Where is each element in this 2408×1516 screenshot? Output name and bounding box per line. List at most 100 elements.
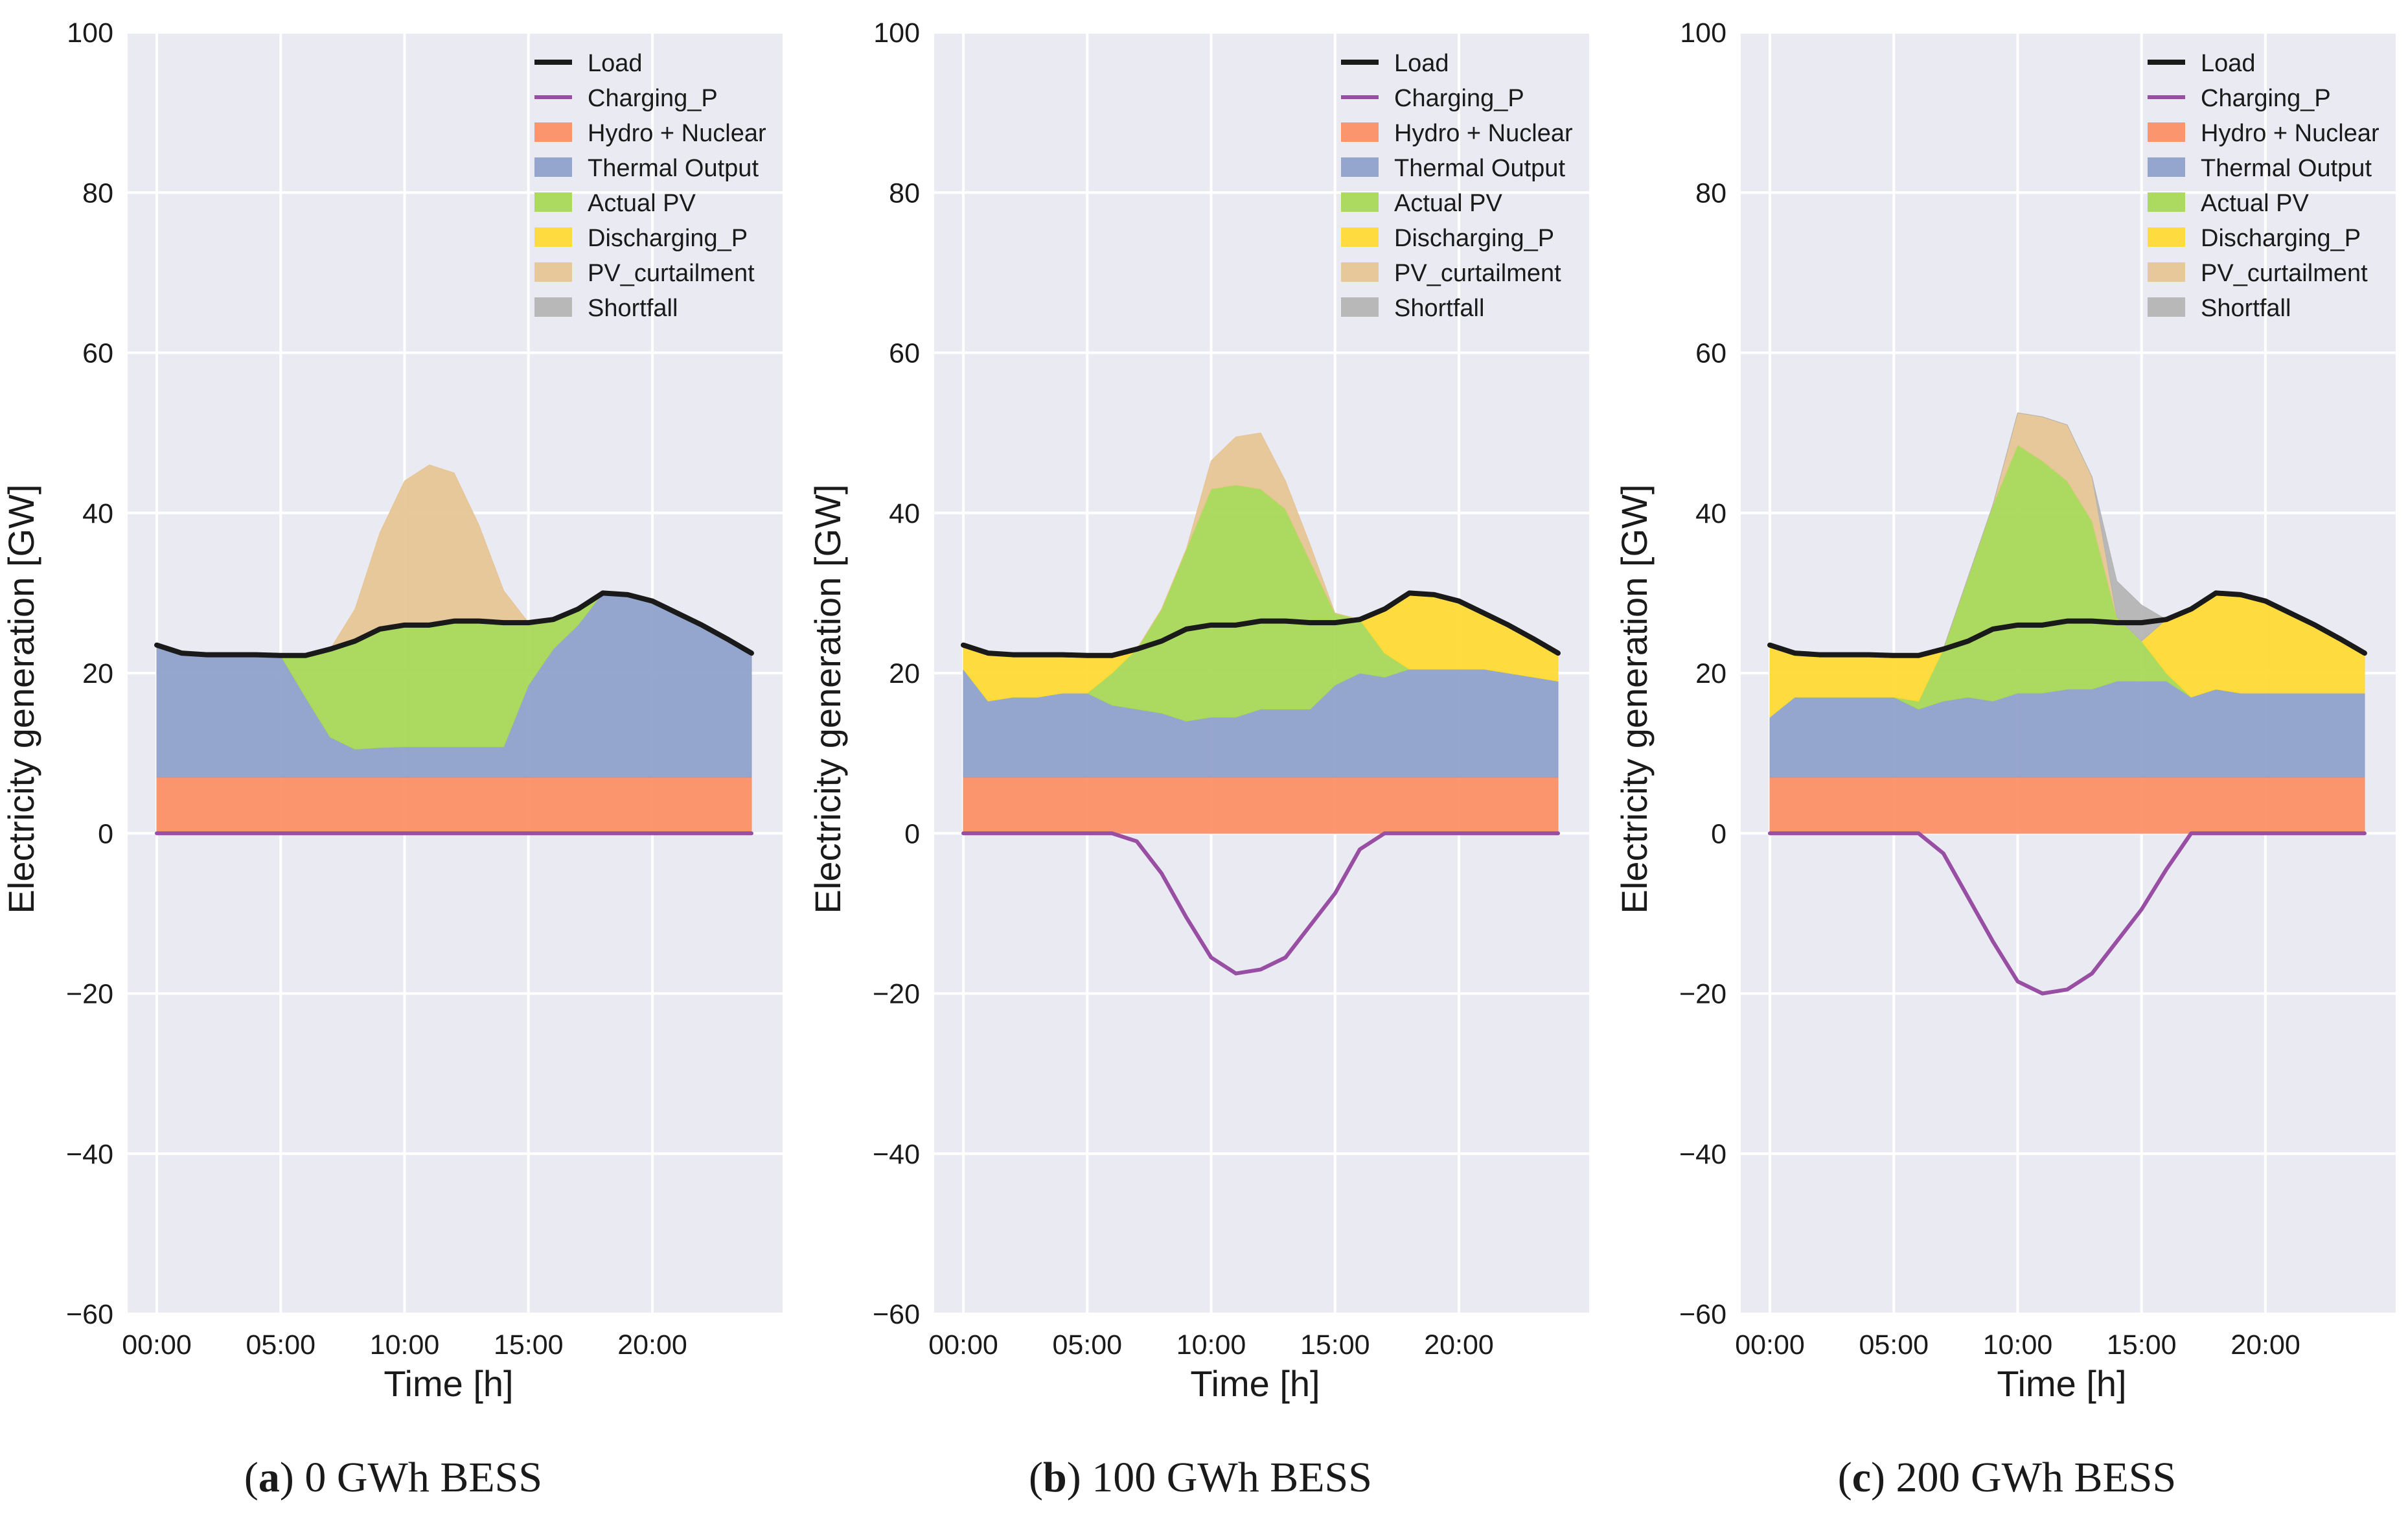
x-tick-label: 00:00: [122, 1329, 192, 1361]
y-tick-label: −40: [66, 1139, 113, 1170]
y-tick-label: 60: [1695, 338, 1726, 369]
legend-swatch: [2148, 297, 2185, 317]
chart-panel-b: −60 −40 −20 0 20 40 60 80 100 00:00 05:00 10:00 15:0…: [807, 17, 1589, 1501]
caption-paren-open: (: [1029, 1454, 1043, 1501]
legend-entry: Discharging_P: [2201, 225, 2361, 252]
caption-text: 0 GWh BESS: [304, 1454, 542, 1501]
legend-swatch: [1341, 157, 1379, 177]
y-tick-label: −60: [873, 1299, 920, 1330]
caption-paren-open: (: [1838, 1454, 1852, 1501]
x-tick-label: 05:00: [1052, 1329, 1122, 1361]
area-hydro-nuclear: [156, 777, 752, 834]
y-tick-label: 0: [98, 818, 113, 849]
y-tick-label: 80: [1695, 178, 1726, 209]
legend-entry: Charging_P: [1394, 85, 1524, 112]
y-tick-label: −60: [66, 1299, 113, 1330]
legend-swatch: [2148, 192, 2185, 212]
y-tick-label: −60: [1679, 1299, 1726, 1330]
legend-swatch: [534, 262, 572, 282]
y-tick-label: 20: [82, 658, 113, 689]
legend-entry: Load: [1394, 50, 1449, 77]
caption-label: a: [258, 1454, 280, 1501]
x-tick-label: 20:00: [2230, 1329, 2300, 1361]
caption-label: b: [1043, 1454, 1067, 1501]
panel-caption: (a) 0 GWh BESS: [244, 1454, 542, 1501]
y-tick-label: 0: [904, 818, 920, 849]
y-axis-label: Electricity generation [GW]: [1, 485, 41, 914]
y-tick-label: 60: [889, 338, 920, 369]
legend-entry: Thermal Output: [2201, 155, 2372, 182]
caption-paren-open: (: [244, 1454, 258, 1501]
x-tick-label: 20:00: [1424, 1329, 1494, 1361]
y-tick-label: 20: [889, 658, 920, 689]
legend-swatch: [534, 157, 572, 177]
legend-entry: Actual PV: [2201, 190, 2310, 217]
y-tick-label: 80: [82, 178, 113, 209]
line-load: [1767, 590, 2367, 658]
legend-swatch: [1341, 122, 1379, 142]
legend-swatch: [2148, 227, 2185, 247]
y-tick-label: 100: [1680, 17, 1726, 49]
line-charging-p: [961, 831, 1560, 976]
legend-entry: PV_curtailment: [2201, 260, 2368, 287]
y-axis-label: Electricity generation [GW]: [807, 485, 848, 914]
legend-entry: PV_curtailment: [1394, 260, 1561, 287]
y-tick-label: −40: [873, 1139, 920, 1170]
legend-swatch: [2148, 122, 2185, 142]
legend-entry: Shortfall: [588, 295, 678, 322]
caption-label: c: [1852, 1454, 1871, 1501]
area-hydro-nuclear: [1769, 777, 2365, 834]
caption-paren-close: ): [1067, 1454, 1092, 1501]
y-tick-label: 20: [1695, 658, 1726, 689]
legend-entry: Hydro + Nuclear: [2201, 120, 2379, 147]
legend-entry: Hydro + Nuclear: [588, 120, 766, 147]
legend-swatch: [534, 122, 572, 142]
x-tick-label: 10:00: [370, 1329, 440, 1361]
legend-entry: PV_curtailment: [588, 260, 755, 287]
legend-swatch: [1341, 192, 1379, 212]
legend-entry: Hydro + Nuclear: [1394, 120, 1573, 147]
line-charging-p: [1768, 831, 2367, 996]
line-load: [154, 590, 754, 658]
legend: Load Charging_P Hydro + Nuclear Thermal Out…: [2148, 50, 2379, 322]
caption-paren-close: ): [1871, 1454, 1896, 1501]
x-tick-label: 10:00: [1176, 1329, 1246, 1361]
legend-entry: Load: [2201, 50, 2256, 77]
x-tick-label: 15:00: [494, 1329, 564, 1361]
y-axis-label: Electricity generation [GW]: [1614, 485, 1655, 914]
x-tick-label: 15:00: [1300, 1329, 1370, 1361]
y-tick-label: −20: [873, 979, 920, 1010]
caption-text: 200 GWh BESS: [1896, 1454, 2177, 1501]
y-tick-label: 80: [889, 178, 920, 209]
panel-caption: (b) 100 GWh BESS: [1029, 1454, 1372, 1501]
legend-swatch: [1341, 262, 1379, 282]
x-tick-label: 20:00: [617, 1329, 687, 1361]
legend-swatch: [534, 227, 572, 247]
legend-swatch: [1341, 297, 1379, 317]
legend: Load Charging_P Hydro + Nuclear Thermal Out…: [1341, 50, 1573, 322]
y-tick-label: 60: [82, 338, 113, 369]
x-axis-label: Time [h]: [384, 1363, 513, 1404]
area-hydro-nuclear: [963, 777, 1559, 834]
y-tick-label: −40: [1679, 1139, 1726, 1170]
x-axis-label: Time [h]: [1190, 1363, 1320, 1404]
y-tick-label: 40: [1695, 498, 1726, 529]
legend-entry: Discharging_P: [588, 225, 748, 252]
y-tick-label: 40: [889, 498, 920, 529]
legend-entry: Thermal Output: [588, 155, 759, 182]
legend-swatch: [1341, 227, 1379, 247]
legend-entry: Actual PV: [1394, 190, 1503, 217]
y-tick-label: 0: [1711, 818, 1726, 849]
x-tick-label: 00:00: [928, 1329, 998, 1361]
legend-swatch: [534, 297, 572, 317]
caption-paren-close: ): [280, 1454, 304, 1501]
legend-swatch: [534, 192, 572, 212]
x-tick-label: 05:00: [1859, 1329, 1929, 1361]
x-axis-label: Time [h]: [1997, 1363, 2126, 1404]
x-tick-label: 05:00: [246, 1329, 315, 1361]
panel-caption: (c) 200 GWh BESS: [1838, 1454, 2176, 1501]
y-tick-label: −20: [66, 979, 113, 1010]
legend-entry: Actual PV: [588, 190, 696, 217]
x-tick-label: 10:00: [1983, 1329, 2053, 1361]
